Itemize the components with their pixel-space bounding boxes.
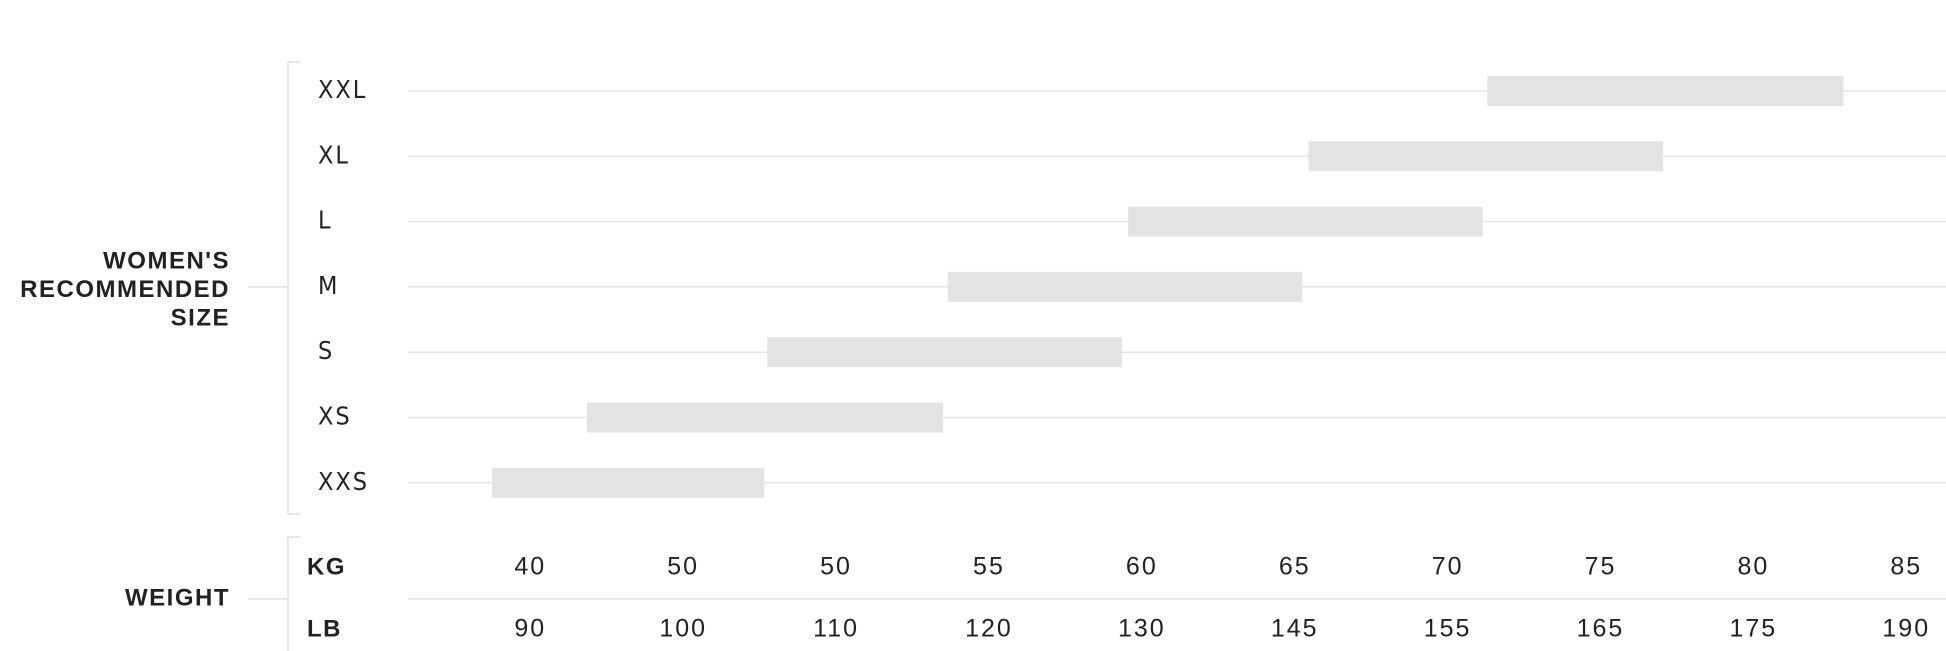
range-bar bbox=[492, 467, 765, 498]
size-bracket bbox=[248, 61, 300, 515]
range-bar bbox=[1128, 206, 1483, 237]
size-label: XS bbox=[318, 402, 352, 431]
size-label: S bbox=[318, 336, 334, 365]
size-label: XXS bbox=[318, 467, 369, 496]
kg-tick-label: 60 bbox=[1126, 553, 1158, 581]
y-title: SIZE bbox=[171, 304, 230, 331]
size-label: M bbox=[318, 271, 339, 300]
lb-tick-label: 155 bbox=[1424, 615, 1472, 643]
range-bar bbox=[586, 402, 944, 433]
lb-tick-label: 90 bbox=[514, 615, 546, 643]
kg-tick-label: 65 bbox=[1279, 553, 1311, 581]
kg-label: KG bbox=[307, 553, 346, 580]
lb-label: LB bbox=[307, 615, 342, 642]
size-label: L bbox=[318, 206, 333, 235]
lb-tick-label: 100 bbox=[659, 615, 707, 643]
lb-tick-label: 145 bbox=[1271, 615, 1319, 643]
lb-tick-label: 165 bbox=[1577, 615, 1625, 643]
lb-tick-label: 120 bbox=[965, 615, 1013, 643]
kg-tick-label: 55 bbox=[973, 553, 1005, 581]
kg-tick-label: 50 bbox=[820, 553, 852, 581]
size-label: XL bbox=[318, 140, 350, 169]
kg-tick-label: 85 bbox=[1890, 553, 1922, 581]
kg-tick-label: 75 bbox=[1585, 553, 1617, 581]
y-title: RECOMMENDED bbox=[20, 276, 230, 303]
lb-tick-label: 190 bbox=[1882, 615, 1930, 643]
weight-bracket bbox=[248, 536, 300, 651]
kg-tick-label: 70 bbox=[1432, 553, 1464, 581]
range-bar bbox=[947, 271, 1303, 302]
y-title: WOMEN'S bbox=[103, 247, 230, 274]
kg-tick-label: 50 bbox=[667, 553, 699, 581]
kg-tick-label: 80 bbox=[1737, 553, 1769, 581]
lb-tick-label: 110 bbox=[813, 615, 859, 643]
size-label: XXL bbox=[318, 75, 367, 104]
kg-tick-label: 40 bbox=[514, 553, 546, 581]
range-bar bbox=[1308, 141, 1664, 172]
range-bar bbox=[1487, 76, 1844, 106]
lb-tick-label: 130 bbox=[1118, 615, 1166, 643]
x-title: WEIGHT bbox=[125, 584, 230, 611]
range-bar bbox=[767, 337, 1122, 368]
lb-tick-label: 175 bbox=[1730, 615, 1778, 643]
